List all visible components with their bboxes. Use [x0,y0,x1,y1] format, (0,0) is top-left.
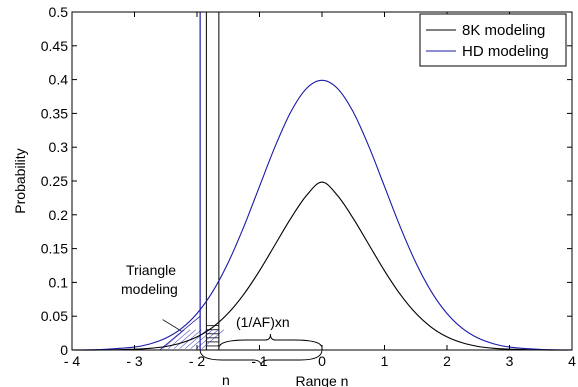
x-tick-label: 3 [506,353,514,369]
tick-layer: - 4 - 3 - 2 - 1 0 1 2 3 4 0 0.05 0.1 0.15 0.2 0.25 0.3 0… [41,4,576,369]
legend-label-8k: 8K modeling [462,22,545,39]
y-tick-label: 0.3 [49,139,69,155]
annotation-layer [159,12,323,367]
legend-box [419,13,567,67]
plot-background [72,12,572,350]
legend: 8K modeling HD modeling [419,13,567,67]
hatch-line [173,329,196,349]
hatch-line [162,329,185,349]
hatch-line [201,329,225,349]
y-tick-label: 0.25 [41,173,68,189]
triangle-label-line2: modeling [121,281,178,297]
y-tick-label: 0.45 [41,38,68,54]
n-label: n [222,372,230,387]
triangle-label-line1: Triangle [126,262,176,278]
y-tick-label: 0.2 [49,207,69,223]
x-tick-label: 2 [443,353,451,369]
legend-label-hd: HD modeling [462,43,549,60]
y-tick-label: 0.1 [49,274,69,290]
hatch-line [190,329,213,349]
y-axis-label: Probability [12,148,28,213]
y-tick-label: 0.5 [49,4,69,20]
x-tick-label: 4 [568,353,576,369]
y-tick-label: 0.4 [49,72,69,88]
series-line-hd [71,79,573,351]
y-tick-label: 0.15 [41,241,68,257]
x-axis-label: Range n [296,373,349,387]
x-tick-label: - 3 [126,353,143,369]
x-tick-label: 1 [381,353,389,369]
x-tick-label: - 2 [189,353,206,369]
triangle-outline [159,315,201,351]
series-line-8k [71,181,573,351]
leader-line [162,319,182,332]
x-tick-label: - 4 [64,353,81,369]
y-tick-label: 0.35 [41,105,68,121]
y-tick-label: 0 [60,342,68,358]
x-tick-label: - 1 [251,353,268,369]
series-layer [71,79,573,351]
y-tick-label: 0.05 [41,308,68,324]
n-brace [199,349,323,367]
af-brace [218,333,323,349]
x-tick-label: 0 [318,353,326,369]
af-label: (1/AF)xn [236,314,290,330]
